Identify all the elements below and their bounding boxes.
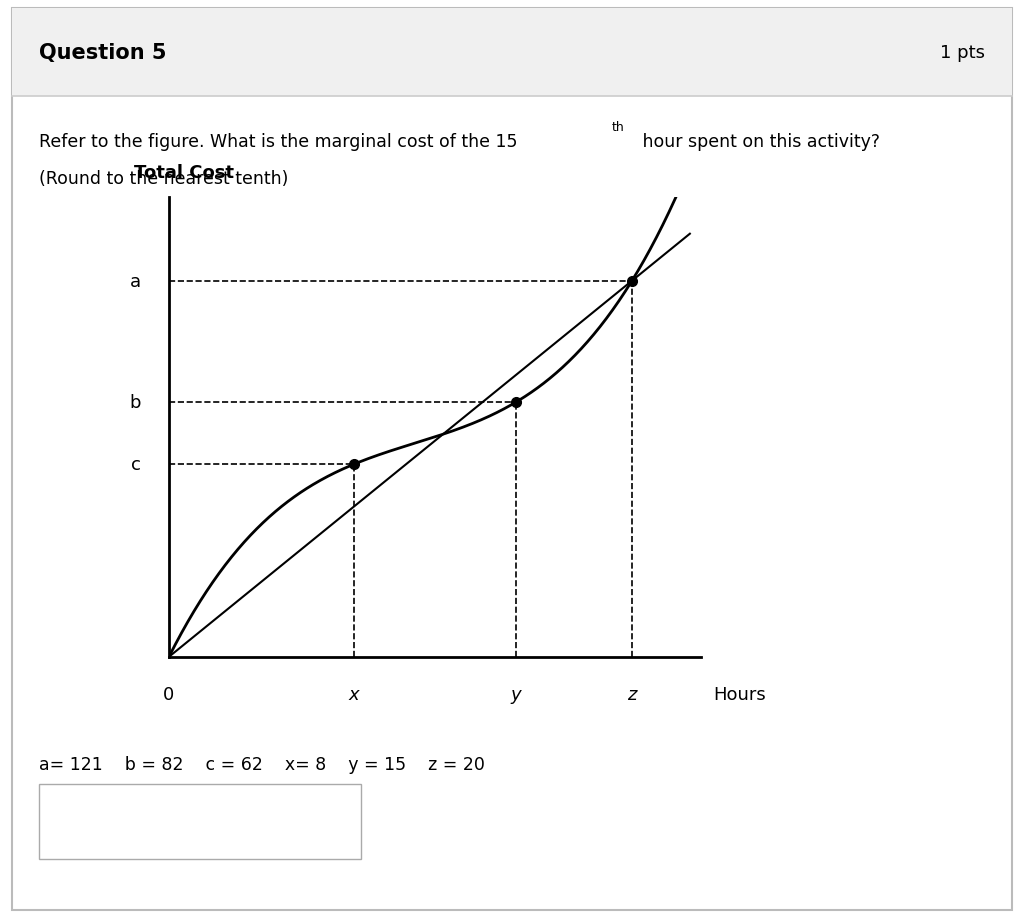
Bar [12, 9, 1012, 96]
Text: c: c [131, 456, 141, 473]
Text: a: a [130, 272, 141, 290]
Text: th: th [611, 120, 624, 133]
Text: Hours: Hours [713, 685, 766, 703]
Text: 1 pts: 1 pts [940, 44, 985, 62]
Text: b: b [130, 393, 141, 412]
Bar [39, 784, 361, 859]
Text: Total Cost: Total Cost [134, 165, 234, 182]
Text: a= 121    b = 82    c = 62    x= 8    y = 15    z = 20: a= 121 b = 82 c = 62 x= 8 y = 15 z = 20 [39, 755, 484, 774]
Text: x: x [349, 685, 359, 703]
Text: y: y [511, 685, 521, 703]
Text: (Round to the nearest tenth): (Round to the nearest tenth) [39, 170, 289, 187]
Text: Question 5: Question 5 [39, 43, 167, 63]
Text: 0: 0 [164, 685, 174, 703]
Text: hour spent on this activity?: hour spent on this activity? [637, 133, 880, 151]
Text: Refer to the figure. What is the marginal cost of the 15: Refer to the figure. What is the margina… [39, 133, 517, 151]
Text: z: z [628, 685, 637, 703]
